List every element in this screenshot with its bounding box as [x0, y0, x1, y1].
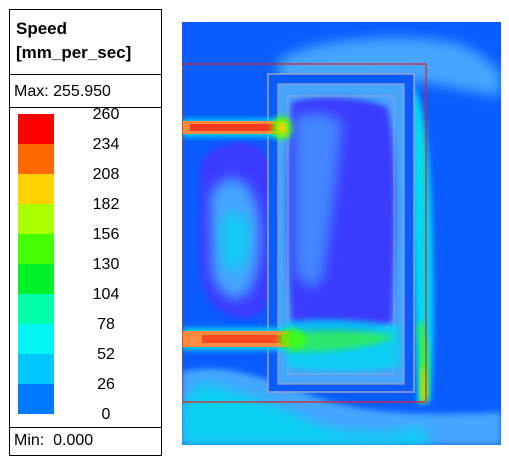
- legend-swatch-78: [18, 324, 54, 354]
- legend-tick-label: 0: [101, 406, 111, 423]
- legend-max-value: Max: 255.950: [10, 75, 161, 108]
- legend-min-value: Min: 0.000: [10, 427, 161, 455]
- legend-swatch-26: [18, 384, 54, 414]
- component-inner-frame: [287, 95, 395, 375]
- legend-swatch-104: [18, 294, 54, 324]
- legend-swatch-52: [18, 354, 54, 384]
- legend-tick-label: 78: [97, 316, 115, 333]
- legend-swatch-208: [18, 174, 54, 204]
- region-outline: [182, 63, 427, 403]
- upper-jet-core: [190, 124, 278, 131]
- legend-tick-label: 130: [92, 256, 120, 273]
- legend-tick-label: 156: [92, 226, 120, 243]
- legend-tick-label: 234: [92, 136, 120, 153]
- legend-title: Speed [mm_per_sec]: [10, 10, 161, 75]
- legend-tick-label: 182: [92, 196, 120, 213]
- legend-tick-label: 260: [92, 106, 120, 123]
- legend-title-quantity: Speed: [16, 19, 68, 38]
- legend-swatch-130: [18, 264, 54, 294]
- lower-jet-core: [202, 335, 282, 343]
- legend-tick-label: 208: [92, 166, 120, 183]
- legend-tick-label: 26: [97, 376, 115, 393]
- legend-swatch-156: [18, 234, 54, 264]
- legend-swatch-182: [18, 204, 54, 234]
- legend-swatch-260: [18, 114, 54, 144]
- legend-tick-label: 52: [97, 346, 115, 363]
- legend-tick-label: 104: [92, 286, 120, 303]
- speed-contour-plot: [182, 22, 501, 445]
- color-legend: Speed [mm_per_sec] Max: 255.950 260 234 …: [9, 9, 162, 456]
- legend-title-unit: [mm_per_sec]: [16, 43, 132, 62]
- legend-swatch-234: [18, 144, 54, 174]
